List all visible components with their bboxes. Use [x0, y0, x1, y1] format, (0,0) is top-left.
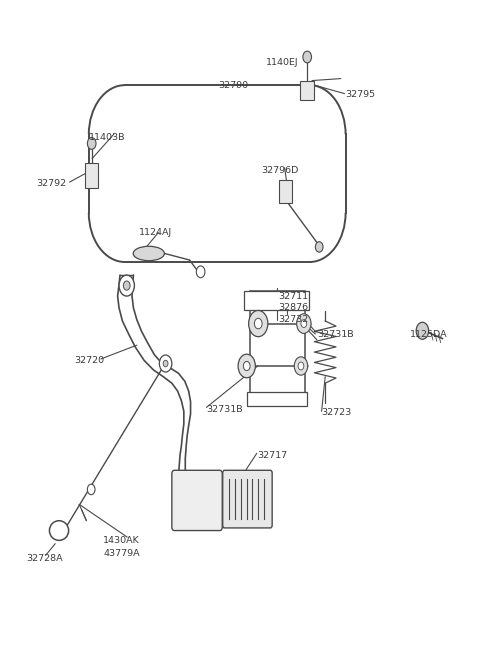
Circle shape [303, 51, 312, 63]
Text: 32732: 32732 [278, 315, 309, 324]
Circle shape [294, 357, 308, 375]
Circle shape [249, 310, 268, 337]
Circle shape [254, 318, 262, 329]
Circle shape [315, 242, 323, 252]
Text: 32731B: 32731B [317, 329, 353, 339]
Text: 32723: 32723 [322, 408, 352, 417]
Circle shape [416, 322, 429, 339]
Text: 32728A: 32728A [26, 553, 63, 563]
Text: 43779A: 43779A [103, 549, 140, 558]
Text: 1125DA: 1125DA [410, 329, 448, 339]
Circle shape [53, 523, 65, 538]
Text: 1140EJ: 1140EJ [266, 58, 299, 67]
Circle shape [298, 362, 304, 370]
Circle shape [123, 281, 130, 290]
FancyBboxPatch shape [85, 163, 98, 188]
FancyBboxPatch shape [300, 81, 314, 100]
Text: 32796D: 32796D [262, 166, 299, 175]
Bar [250, 291, 305, 406]
Bar [244, 291, 309, 310]
Ellipse shape [133, 246, 164, 261]
Text: 32876: 32876 [278, 303, 309, 312]
Circle shape [297, 314, 311, 333]
Text: 32731B: 32731B [206, 405, 243, 414]
Text: 32795: 32795 [346, 90, 376, 100]
Circle shape [137, 250, 142, 257]
Circle shape [238, 354, 255, 378]
Text: 32720: 32720 [74, 356, 105, 365]
Bar [247, 392, 307, 406]
FancyBboxPatch shape [223, 470, 272, 528]
Circle shape [119, 275, 134, 296]
Text: 32717: 32717 [257, 451, 287, 460]
Circle shape [159, 355, 172, 372]
Text: 32711: 32711 [278, 291, 309, 301]
FancyBboxPatch shape [279, 180, 292, 203]
Text: 11403B: 11403B [89, 133, 125, 142]
Text: 32790: 32790 [218, 81, 249, 90]
Text: 32792: 32792 [36, 179, 66, 188]
Ellipse shape [49, 521, 69, 540]
Circle shape [301, 320, 307, 328]
Text: 1430AK: 1430AK [103, 536, 140, 545]
Circle shape [87, 138, 96, 149]
FancyBboxPatch shape [172, 470, 222, 531]
Circle shape [87, 484, 95, 495]
Circle shape [243, 362, 250, 371]
Circle shape [163, 360, 168, 367]
Text: 1124AJ: 1124AJ [139, 228, 172, 237]
Circle shape [196, 266, 205, 278]
